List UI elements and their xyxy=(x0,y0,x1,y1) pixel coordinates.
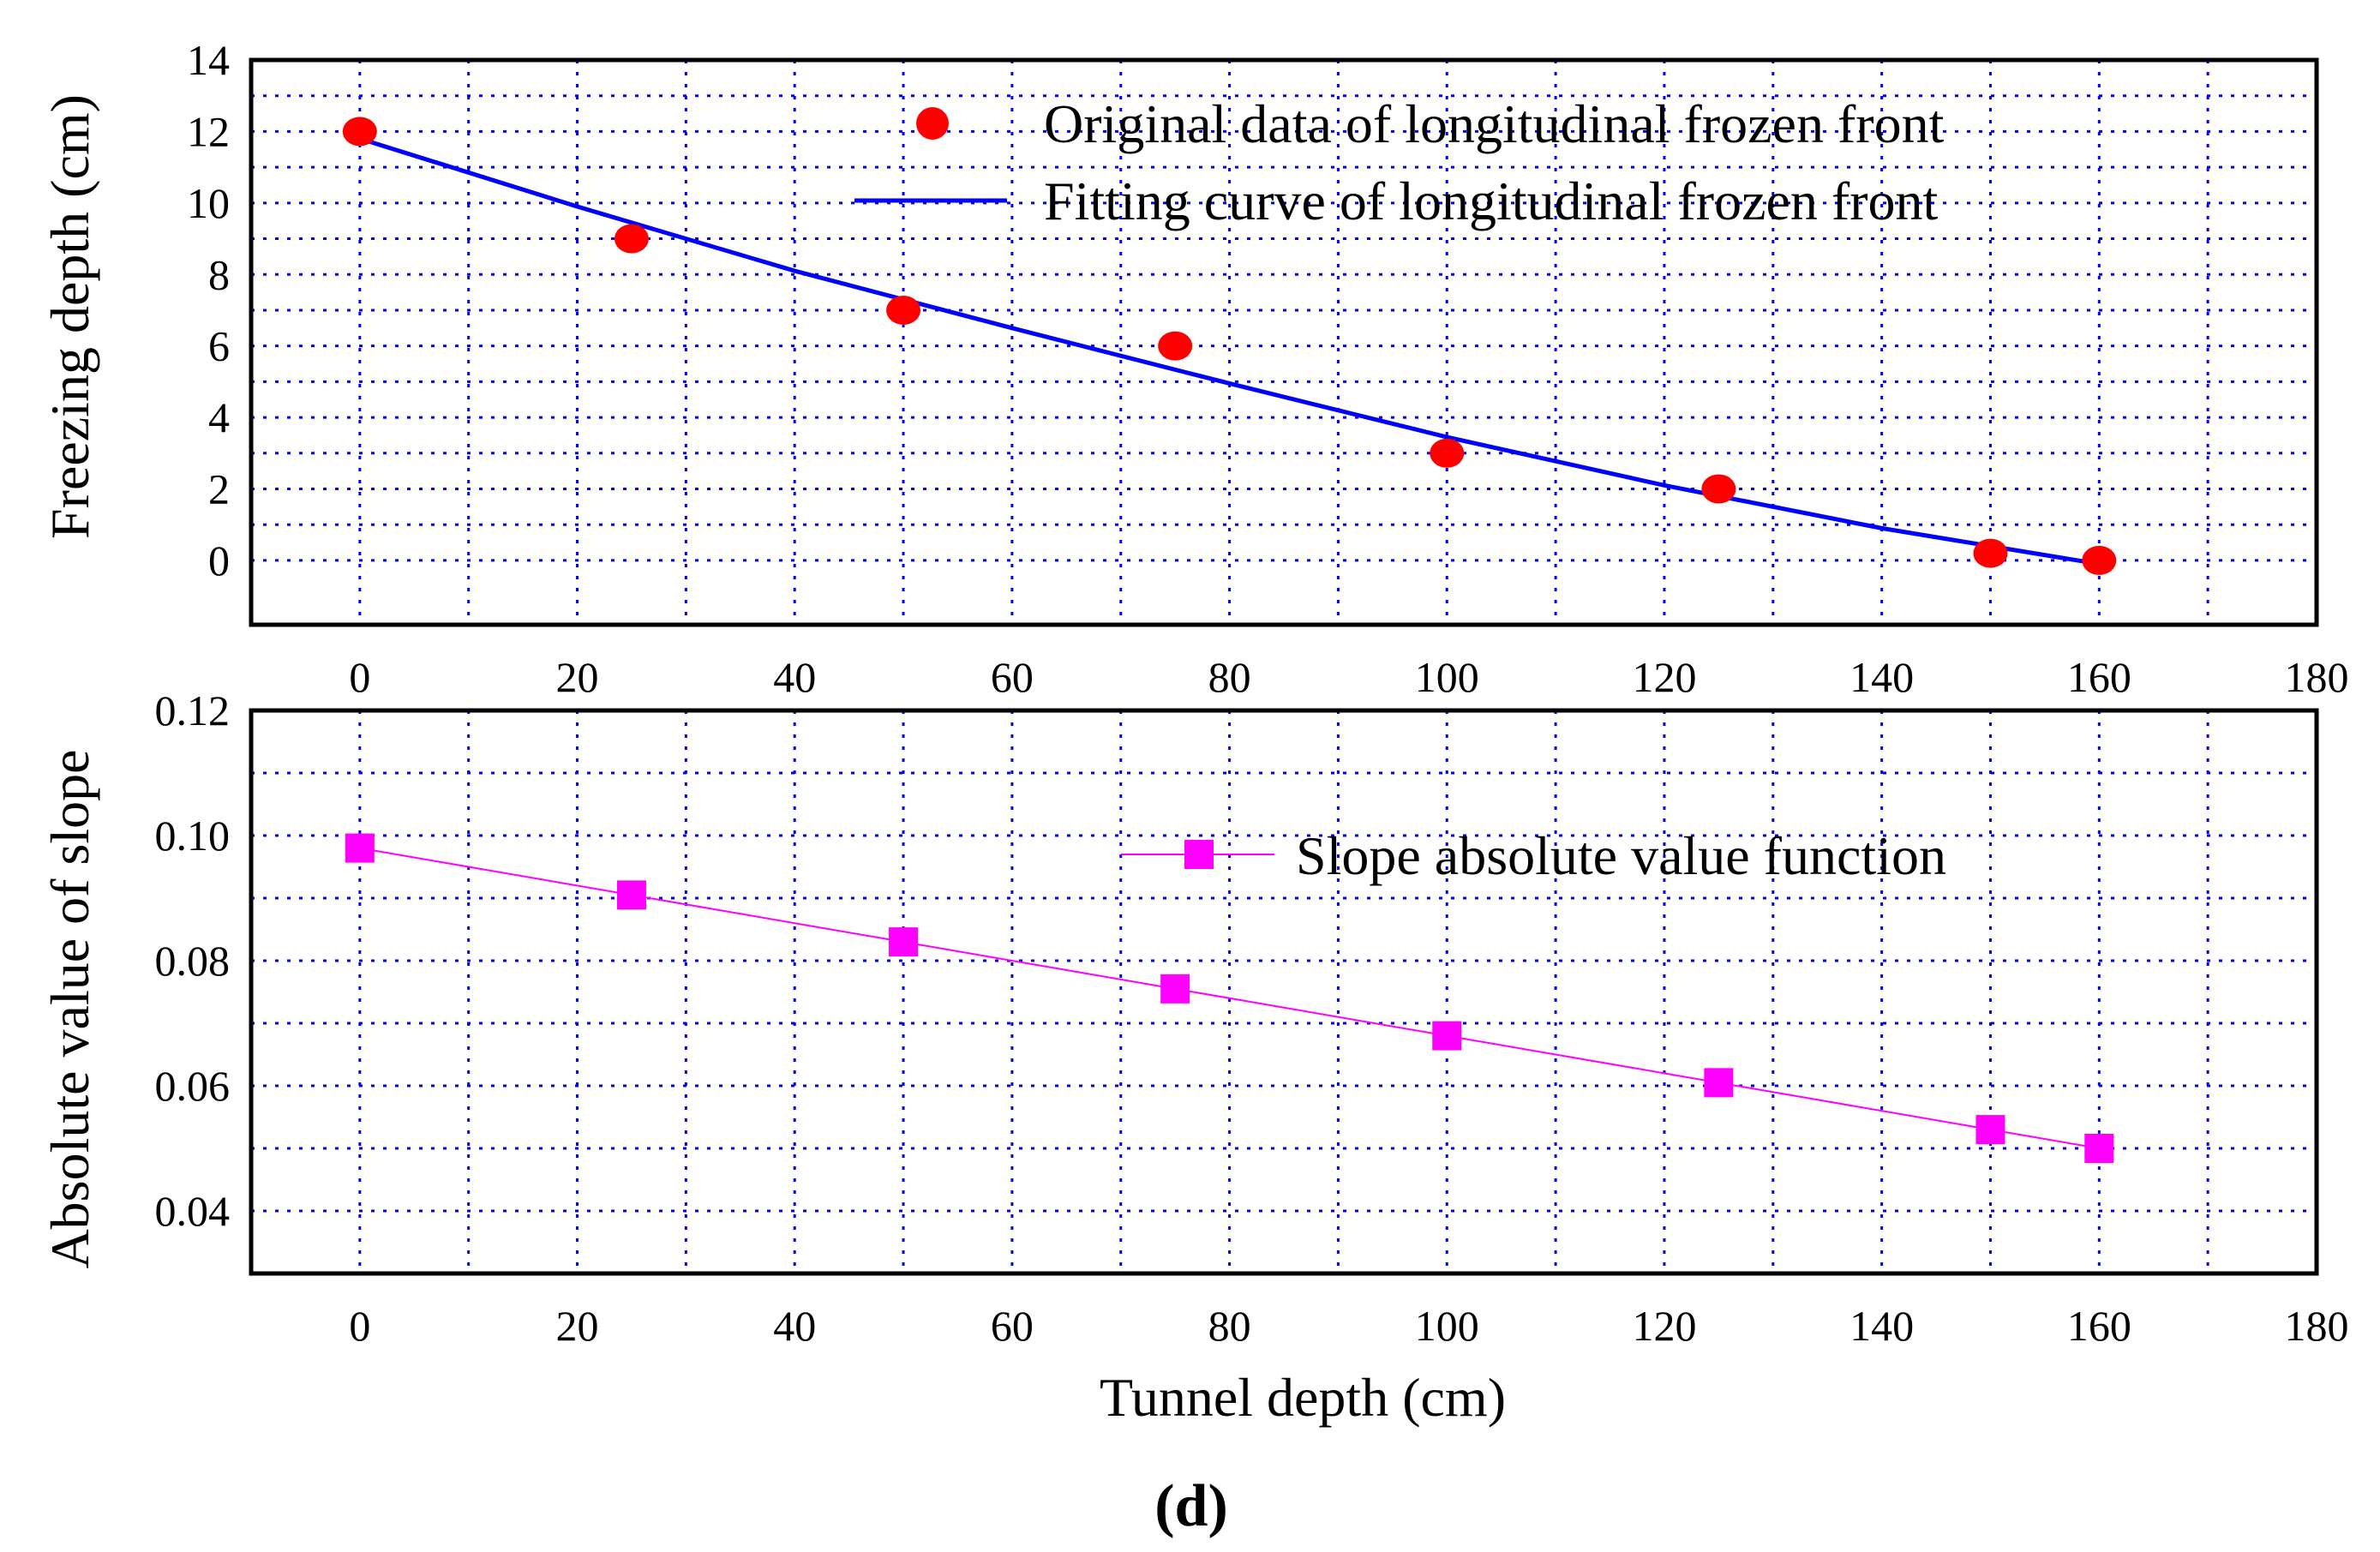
top-y-tick-label: 2 xyxy=(208,465,230,513)
slope-data-point xyxy=(616,880,646,910)
top-x-tick-label: 80 xyxy=(1208,653,1251,701)
top-y-tick-label: 4 xyxy=(208,393,230,441)
top-grid xyxy=(251,60,2317,625)
top-y-tick-label: 14 xyxy=(187,36,230,84)
bot-x-tick-label: 60 xyxy=(991,1302,1034,1350)
original-data-point xyxy=(2082,545,2117,575)
top-x-tick-label: 60 xyxy=(991,653,1034,701)
freezing-depth-chart: 0 20 40 60 80 100 120 140 160 180 0 2 4 6 8 10 12 14 Free… xyxy=(39,36,2349,701)
bot-x-tick-label: 100 xyxy=(1415,1302,1479,1350)
bot-y-tick-label: 0.12 xyxy=(155,686,231,734)
slope-data-point xyxy=(1975,1115,2005,1145)
top-y-tick-label: 12 xyxy=(187,107,230,155)
top-tick-labels: 0 20 40 60 80 100 120 140 160 180 0 2 4 6 8 10 12 14 xyxy=(187,36,2349,701)
bot-y-tick-label: 0.06 xyxy=(155,1062,231,1110)
top-plot-frame xyxy=(249,57,2319,627)
legend-label-fitting-curve: Fitting curve of longitudinal frozen fro… xyxy=(1044,171,1939,231)
bot-x-tick-label: 120 xyxy=(1632,1302,1696,1350)
original-data-point xyxy=(1158,331,1193,361)
top-data-layer xyxy=(342,117,2117,575)
bottom-data-layer xyxy=(345,833,2114,1163)
bot-x-tick-label: 160 xyxy=(2067,1302,2131,1350)
top-y-tick-label: 8 xyxy=(208,250,230,298)
bot-x-tick-label: 20 xyxy=(556,1302,599,1350)
slope-data-point xyxy=(1160,974,1190,1004)
slope-data-point xyxy=(1432,1021,1462,1051)
slope-data-point xyxy=(2084,1134,2114,1163)
original-data-point xyxy=(1430,438,1465,468)
bottom-legend: Slope absolute value function xyxy=(1121,825,1946,886)
slope-data-point xyxy=(889,927,919,957)
top-x-tick-label: 160 xyxy=(2067,653,2131,701)
bottom-grid xyxy=(251,710,2317,1273)
top-x-tick-label: 100 xyxy=(1415,653,1479,701)
slope-line xyxy=(359,847,2100,1149)
original-data-point xyxy=(614,224,649,254)
bot-x-tick-label: 40 xyxy=(773,1302,816,1350)
bot-x-tick-label: 80 xyxy=(1208,1302,1251,1350)
top-x-tick-label: 180 xyxy=(2285,653,2349,701)
top-x-tick-label: 0 xyxy=(349,653,370,701)
top-x-tick-label: 20 xyxy=(556,653,599,701)
bottom-y-axis-title: Absolute value of slope xyxy=(39,749,100,1268)
figure-caption: (d) xyxy=(1154,1473,1228,1539)
bot-y-tick-label: 0.08 xyxy=(155,937,231,985)
legend-marker-slope xyxy=(1184,840,1214,869)
original-data-point xyxy=(1973,538,2008,568)
bot-x-tick-label: 180 xyxy=(2285,1302,2349,1350)
fitting-curve-line xyxy=(359,136,2100,566)
bot-y-tick-label: 0.04 xyxy=(155,1187,231,1235)
bot-x-tick-label: 140 xyxy=(1849,1302,1914,1350)
original-data-point xyxy=(1701,474,1736,504)
bottom-plot-frame xyxy=(249,708,2319,1276)
legend-marker-original-data xyxy=(916,107,949,140)
top-y-axis-title: Freezing depth (cm) xyxy=(39,94,100,539)
bot-x-tick-label: 0 xyxy=(349,1302,370,1350)
top-legend: Original data of longitudinal frozen fro… xyxy=(854,93,1945,231)
top-y-tick-label: 10 xyxy=(187,179,230,227)
slope-data-point xyxy=(345,833,375,863)
top-y-tick-label: 0 xyxy=(208,536,230,584)
legend-label-original-data: Original data of longitudinal frozen fro… xyxy=(1044,93,1945,154)
legend-label-slope: Slope absolute value function xyxy=(1296,825,1946,886)
bottom-tick-labels: 0 20 40 60 80 100 120 140 160 180 0.04 0.06 0.08 0.10… xyxy=(155,686,2349,1350)
slope-chart: 0 20 40 60 80 100 120 140 160 180 0.04 0.06 0.08 0.10… xyxy=(39,686,2349,1428)
original-data-point xyxy=(342,117,377,147)
original-data-point xyxy=(886,295,921,325)
top-x-tick-label: 40 xyxy=(773,653,816,701)
x-axis-title: Tunnel depth (cm) xyxy=(1100,1367,1506,1428)
slope-data-point xyxy=(1704,1068,1734,1098)
bot-y-tick-label: 0.10 xyxy=(155,812,231,860)
top-x-tick-label: 120 xyxy=(1632,653,1696,701)
top-y-tick-label: 6 xyxy=(208,322,230,370)
top-x-tick-label: 140 xyxy=(1849,653,1914,701)
